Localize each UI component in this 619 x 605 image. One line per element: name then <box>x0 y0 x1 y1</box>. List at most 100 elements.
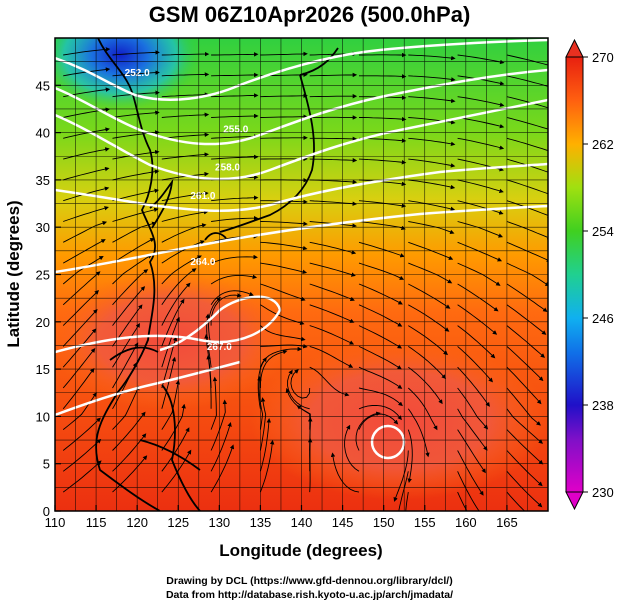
streamline <box>358 325 403 349</box>
streamline <box>211 93 259 98</box>
streamline <box>309 304 355 323</box>
streamline <box>62 239 106 264</box>
streamline <box>112 411 146 451</box>
streamline <box>260 114 308 119</box>
streamline <box>408 137 456 147</box>
y-tick-label: 20 <box>36 315 50 330</box>
streamline <box>309 136 358 142</box>
streamline <box>112 169 160 181</box>
streamline <box>408 366 443 405</box>
streamline <box>408 179 456 190</box>
streamline <box>112 286 146 326</box>
credit-dcl: Drawing by DCL (https://www.gfd-dennou.o… <box>166 575 453 587</box>
streamline <box>457 491 468 511</box>
streamline <box>359 116 407 122</box>
y-tick-label: 35 <box>36 173 50 188</box>
streamline <box>506 366 542 405</box>
streamline <box>457 96 505 107</box>
streamline <box>161 51 210 57</box>
streamline <box>112 110 160 118</box>
streamline <box>211 72 259 78</box>
streamline <box>211 215 259 222</box>
streamline <box>112 50 160 56</box>
streamline <box>358 345 402 370</box>
x-tick-label: 160 <box>455 515 477 530</box>
streamline <box>398 471 409 511</box>
streamline <box>408 54 456 61</box>
y-tick-label: 25 <box>36 268 50 283</box>
streamline <box>62 368 95 410</box>
streamline <box>309 325 355 345</box>
streamline <box>260 135 308 141</box>
streamline <box>112 269 149 306</box>
streamline <box>457 429 486 474</box>
streamline <box>112 70 160 77</box>
streamline <box>63 166 110 181</box>
streamline <box>112 149 160 160</box>
streamline <box>358 241 405 258</box>
streamline <box>506 221 548 240</box>
streamline <box>112 433 147 472</box>
streamline <box>112 207 159 222</box>
colorbar-tick-label: 246 <box>592 311 614 326</box>
streamline <box>211 113 259 119</box>
streamline <box>405 492 409 511</box>
streamline <box>161 282 191 326</box>
y-tick-label: 40 <box>36 126 50 141</box>
streamline <box>62 309 98 347</box>
streamline <box>506 429 544 465</box>
streamline <box>457 200 504 215</box>
streamline <box>260 221 308 226</box>
warm-core-west <box>55 270 290 410</box>
streamline <box>309 158 358 163</box>
streamline <box>506 283 548 313</box>
streamline <box>457 471 480 511</box>
contour-label: 255.0 <box>223 125 248 136</box>
streamline <box>309 283 355 302</box>
streamline <box>457 450 484 496</box>
credit-data-source: Data from http://database.rish.kyoto-u.a… <box>165 589 454 601</box>
streamline <box>309 72 358 78</box>
streamline <box>161 316 180 368</box>
streamline <box>457 387 489 430</box>
streamline <box>457 117 505 129</box>
streamline <box>259 439 275 493</box>
streamline <box>506 96 548 109</box>
streamline <box>457 137 505 150</box>
streamline <box>506 117 548 132</box>
streamline <box>161 223 207 243</box>
streamline <box>161 356 177 409</box>
streamline <box>309 366 350 397</box>
streamline <box>260 283 306 301</box>
colorbar-tick-label: 238 <box>592 398 614 413</box>
streamline <box>161 112 210 118</box>
colorbar-min-triangle <box>565 491 584 511</box>
y-tick-label: 30 <box>36 220 50 235</box>
streamline <box>506 325 545 358</box>
streamline <box>210 399 228 451</box>
x-tick-label: 120 <box>126 515 148 530</box>
chart-title: GSM 06Z10Apr2026 (500.0hPa) <box>148 2 471 27</box>
streamline <box>287 369 310 410</box>
streamline <box>457 366 490 407</box>
streamline <box>358 221 406 231</box>
contour-label: 264.0 <box>190 257 215 268</box>
streamline <box>457 325 496 359</box>
streamline <box>408 304 450 332</box>
streamline <box>210 444 235 493</box>
y-tick-label: 5 <box>43 457 50 472</box>
streamline <box>161 132 210 139</box>
colorbar-tick-label: 270 <box>592 50 614 65</box>
streamline <box>63 147 110 160</box>
streamline <box>457 262 501 286</box>
streamline <box>63 206 109 222</box>
streamline <box>112 455 148 493</box>
colorbar: 230 238 246 254 262 270 <box>565 38 614 511</box>
streamline <box>260 93 308 98</box>
x-tick-label: 125 <box>167 515 189 530</box>
streamline <box>408 346 447 380</box>
streamline <box>457 408 488 451</box>
streamline <box>358 262 405 280</box>
streamline <box>63 47 111 56</box>
